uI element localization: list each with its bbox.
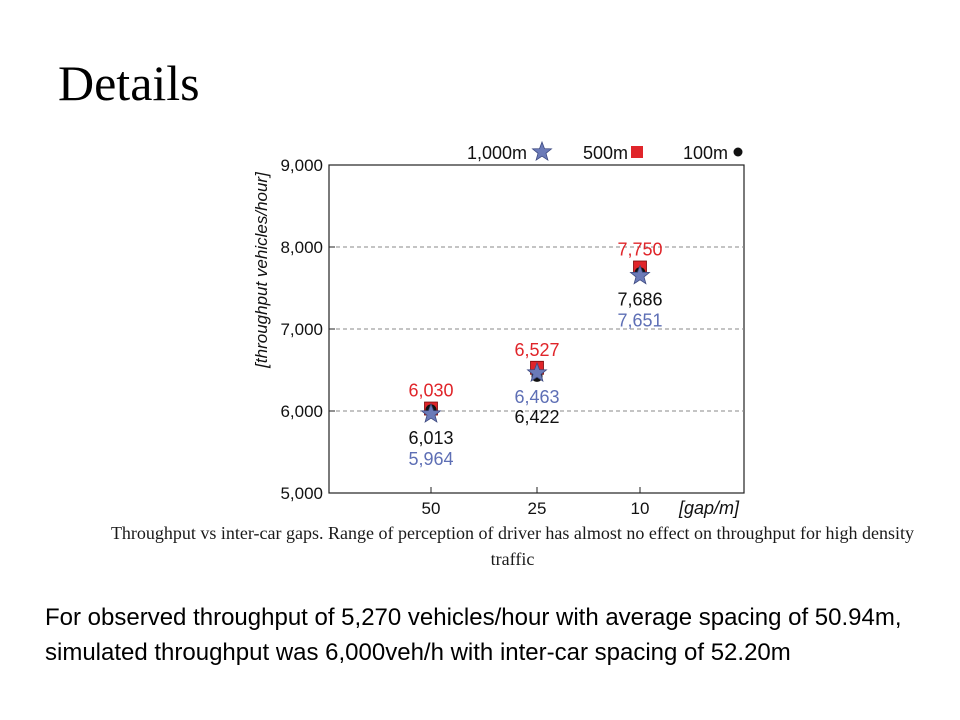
y-tick-label: 8,000	[280, 238, 323, 257]
legend-label: 1,000m	[467, 143, 527, 163]
x-axis-label: [gap/m]	[678, 498, 740, 518]
data-label: 5,964	[408, 449, 453, 469]
data-point-star	[420, 402, 442, 423]
grid-lines	[329, 246, 744, 412]
body-text: For observed throughput of 5,270 vehicle…	[45, 604, 902, 666]
slide-title: Details	[58, 55, 200, 111]
data-label: 7,686	[617, 290, 662, 310]
figure-caption: Throughput vs inter-car gaps. Range of p…	[110, 523, 915, 569]
legend-label: 500m	[583, 143, 628, 163]
legend-marker-square	[631, 146, 643, 158]
data-label: 6,030	[408, 381, 453, 401]
x-tick-label: 25	[528, 499, 547, 518]
data-label: 6,422	[514, 407, 559, 427]
y-tick-label: 9,000	[280, 156, 323, 175]
x-axis-ticks: 50 25 10	[422, 487, 650, 518]
x-tick-label: 50	[422, 499, 441, 518]
data-label: 6,013	[408, 428, 453, 448]
data-label: 6,463	[514, 387, 559, 407]
data-label: 6,527	[514, 340, 559, 360]
legend-marker-star	[531, 140, 553, 162]
y-axis-ticks: 5,000 6,000 7,000 8,000 9,000	[280, 156, 335, 503]
data-point-star	[526, 361, 548, 383]
y-axis-label: [throughput vehicles/hour]	[252, 171, 271, 369]
legend-label: 100m	[683, 143, 728, 163]
legend: 1,000m 500m 100m	[467, 140, 743, 163]
data-label: 7,651	[617, 311, 662, 331]
y-tick-label: 7,000	[280, 320, 323, 339]
data-point-star	[629, 264, 651, 285]
y-tick-label: 5,000	[280, 484, 323, 503]
legend-marker-circle	[733, 147, 743, 157]
y-tick-label: 6,000	[280, 402, 323, 421]
data-marks	[420, 260, 651, 423]
x-tick-label: 10	[631, 499, 650, 518]
data-label: 7,750	[617, 240, 662, 260]
